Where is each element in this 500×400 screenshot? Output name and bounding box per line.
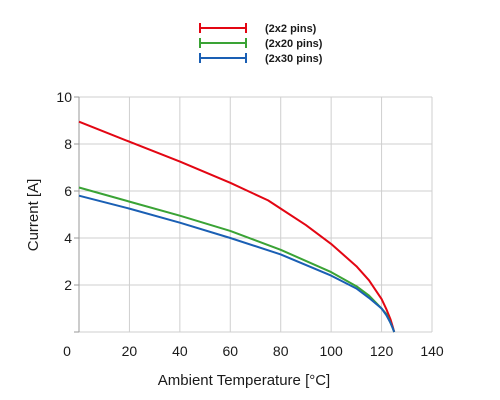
- legend-item-1: (2x2 pins): [199, 23, 317, 35]
- x-axis-title: Ambient Temperature [°C]: [158, 372, 330, 389]
- legend: (2x2 pins) (2x20 pins) (2x30 pins): [199, 23, 323, 65]
- legend-label: (2x20 pins): [265, 38, 323, 50]
- x-tick-label: 0: [63, 343, 71, 359]
- series-line-2: [78, 186, 396, 333]
- x-tick-label: 60: [222, 343, 238, 359]
- y-tick-label: 10: [56, 89, 72, 105]
- y-tick-label: 6: [64, 183, 72, 199]
- series-lines: [78, 120, 396, 333]
- y-tick-label: 2: [64, 277, 72, 293]
- x-tick-label: 20: [122, 343, 138, 359]
- y-tick-label: 8: [64, 136, 72, 152]
- x-tick-label: 140: [420, 343, 444, 359]
- series-line-3: [78, 194, 396, 333]
- legend-label: (2x30 pins): [265, 53, 323, 65]
- legend-item-2: (2x20 pins): [199, 38, 323, 50]
- x-tick-label: 40: [172, 343, 188, 359]
- x-tick-label: 120: [370, 343, 394, 359]
- y-tick-label: 4: [64, 230, 72, 246]
- legend-label: (2x2 pins): [265, 23, 317, 35]
- x-tick-label: 80: [273, 343, 289, 359]
- x-tick-label: 100: [319, 343, 343, 359]
- axes: [74, 96, 80, 333]
- y-axis-title: Current [A]: [25, 179, 42, 252]
- legend-item-3: (2x30 pins): [199, 53, 323, 65]
- series-line-1: [78, 120, 396, 333]
